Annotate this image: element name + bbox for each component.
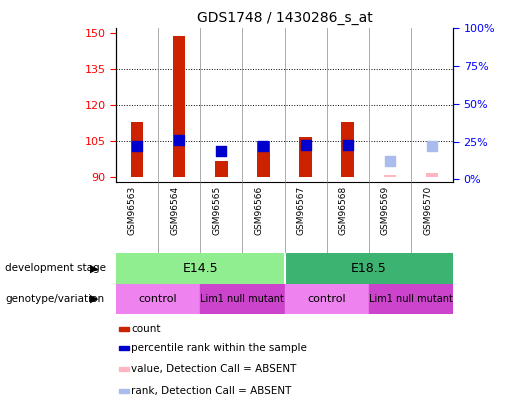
Bar	[257, 141, 270, 177]
Bar	[369, 284, 453, 314]
Text: control: control	[307, 294, 346, 304]
Text: GSM96570: GSM96570	[423, 186, 432, 235]
Text: genotype/variation: genotype/variation	[5, 294, 104, 304]
Text: GSM96569: GSM96569	[381, 186, 390, 235]
Bar	[119, 389, 129, 393]
Bar	[116, 253, 284, 284]
Bar	[384, 175, 396, 177]
Title: GDS1748 / 1430286_s_at: GDS1748 / 1430286_s_at	[197, 11, 372, 25]
Text: ▶: ▶	[90, 263, 99, 273]
Text: E18.5: E18.5	[351, 262, 387, 275]
Text: count: count	[131, 324, 161, 334]
Text: ▶: ▶	[90, 294, 99, 304]
Bar	[173, 36, 185, 177]
Bar	[119, 367, 129, 371]
Bar	[200, 284, 284, 314]
Bar	[299, 136, 312, 177]
Point	[260, 143, 268, 149]
Text: rank, Detection Call = ABSENT: rank, Detection Call = ABSENT	[131, 386, 291, 396]
Text: GSM96563: GSM96563	[128, 186, 137, 235]
Text: percentile rank within the sample: percentile rank within the sample	[131, 343, 307, 353]
Text: GSM96565: GSM96565	[212, 186, 221, 235]
Bar	[426, 173, 438, 177]
Bar	[119, 326, 129, 331]
Bar	[215, 161, 228, 177]
Bar	[284, 284, 369, 314]
Point	[301, 141, 310, 148]
Text: development stage: development stage	[5, 263, 106, 273]
Text: control: control	[139, 294, 177, 304]
Point	[133, 143, 141, 149]
Point	[217, 147, 226, 154]
Text: E14.5: E14.5	[182, 262, 218, 275]
Text: GSM96566: GSM96566	[254, 186, 264, 235]
Point	[175, 137, 183, 143]
Bar	[341, 122, 354, 177]
Bar	[284, 253, 453, 284]
Text: Lim1 null mutant: Lim1 null mutant	[369, 294, 453, 304]
Bar	[131, 122, 143, 177]
Point	[428, 143, 436, 149]
Point	[344, 141, 352, 148]
Point	[386, 158, 394, 164]
Text: Lim1 null mutant: Lim1 null mutant	[200, 294, 284, 304]
Text: GSM96564: GSM96564	[170, 186, 179, 235]
Bar	[119, 346, 129, 350]
Bar	[116, 284, 200, 314]
Text: value, Detection Call = ABSENT: value, Detection Call = ABSENT	[131, 364, 297, 374]
Text: GSM96567: GSM96567	[297, 186, 305, 235]
Text: GSM96568: GSM96568	[339, 186, 348, 235]
